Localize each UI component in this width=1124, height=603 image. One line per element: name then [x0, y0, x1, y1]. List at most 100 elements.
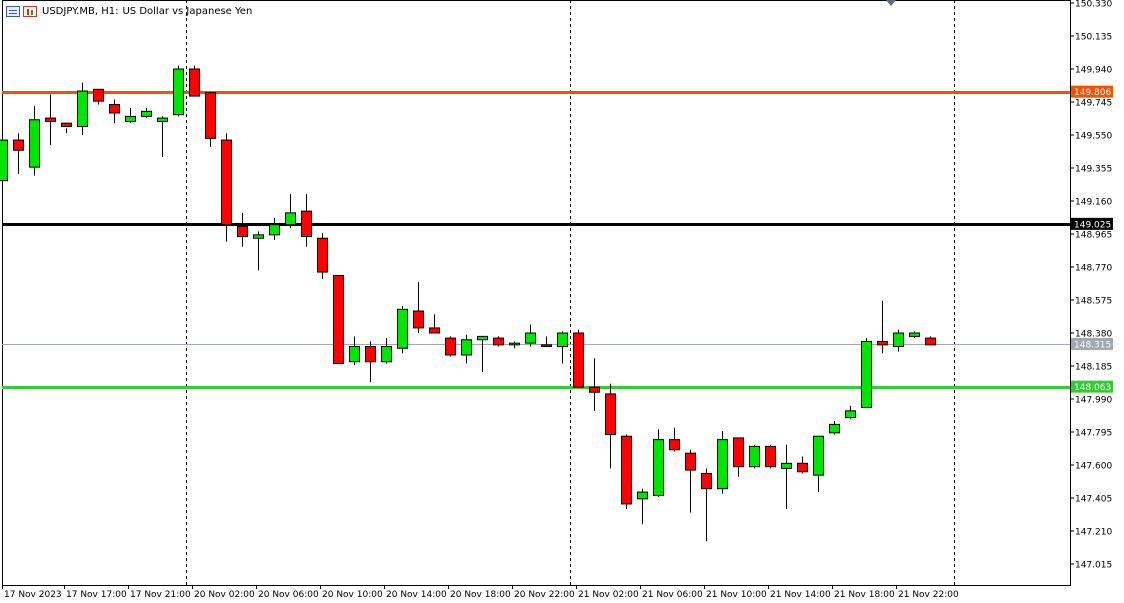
price-tick-label: 147.795	[1075, 429, 1112, 439]
candle	[573, 332, 584, 388]
pivot-line-label-box	[1071, 217, 1113, 230]
time-tick-label: 17 Nov 21:00	[130, 590, 191, 600]
candle	[637, 491, 648, 500]
time-tick-label: 21 Nov 18:00	[834, 590, 895, 600]
candle	[605, 393, 616, 436]
candle	[701, 472, 712, 490]
price-tick-label: 148.185	[1075, 363, 1112, 373]
price-tick-label: 148.575	[1075, 297, 1112, 307]
candle	[541, 344, 552, 348]
candle	[109, 104, 120, 114]
chart-header: USDJPY.MB, H1: US Dollar vs Japanese Yen	[6, 4, 252, 18]
candle	[173, 68, 184, 116]
one-click-trading-icon[interactable]	[6, 5, 20, 17]
candle	[93, 88, 104, 102]
price-tick-label: 148.380	[1075, 330, 1112, 340]
time-tick-label: 21 Nov 06:00	[642, 590, 703, 600]
candle	[493, 337, 504, 346]
candle	[893, 332, 904, 348]
plot-area	[2, 0, 1071, 586]
candle	[797, 462, 808, 473]
time-tick-label: 17 Nov 2023	[4, 590, 62, 600]
candle	[269, 224, 280, 236]
candle	[205, 92, 216, 139]
candle	[29, 119, 40, 168]
candle	[925, 337, 936, 346]
time-tick-label: 20 Nov 14:00	[386, 590, 447, 600]
time-tick-label: 21 Nov 14:00	[770, 590, 831, 600]
candle-partial	[0, 139, 8, 182]
candle	[877, 340, 888, 346]
price-tick-label: 150.135	[1075, 33, 1112, 43]
candle	[621, 435, 632, 505]
price-tick-label: 147.405	[1075, 495, 1112, 505]
candle	[221, 139, 232, 226]
chart-shift-icon	[886, 0, 896, 6]
price-tick-label: 149.745	[1075, 99, 1112, 109]
candle	[669, 439, 680, 451]
price-tick-label: 147.210	[1075, 528, 1112, 538]
price-tick-label: 147.990	[1075, 396, 1112, 406]
candle	[557, 332, 568, 348]
candle	[509, 342, 520, 346]
candle	[13, 139, 24, 151]
price-tick-label: 148.770	[1075, 264, 1112, 274]
candle	[125, 115, 136, 122]
candle	[749, 445, 760, 468]
candle	[733, 437, 744, 468]
candle	[189, 68, 200, 97]
candle	[349, 346, 360, 363]
time-tick-label: 20 Nov 02:00	[194, 590, 255, 600]
time-tick-label: 21 Nov 10:00	[706, 590, 767, 600]
current-price-line-label: 148.315	[1074, 341, 1111, 351]
price-tick-label: 148.965	[1075, 231, 1112, 241]
chart-settings-icon[interactable]	[23, 5, 37, 17]
price-tick-label: 149.940	[1075, 66, 1112, 76]
candle	[317, 237, 328, 273]
candle	[685, 452, 696, 471]
candle	[909, 332, 920, 337]
time-tick-label: 21 Nov 22:00	[898, 590, 959, 600]
pivot-line-label: 149.025	[1074, 220, 1111, 230]
time-tick-label: 20 Nov 22:00	[514, 590, 575, 600]
price-tick-label: 150.330	[1075, 0, 1112, 10]
resistance-line-label-box	[1071, 85, 1113, 98]
candle	[861, 340, 872, 408]
time-tick-label: 20 Nov 18:00	[450, 590, 511, 600]
time-tick-label: 20 Nov 06:00	[258, 590, 319, 600]
price-tick-label: 149.160	[1075, 198, 1112, 208]
candle	[413, 310, 424, 329]
candle	[813, 435, 824, 476]
time-tick-label: 17 Nov 17:00	[66, 590, 127, 600]
candle	[429, 327, 440, 334]
candle	[365, 346, 376, 363]
candle	[253, 234, 264, 239]
candle	[45, 117, 56, 122]
candle	[525, 332, 536, 344]
candle	[845, 410, 856, 419]
candle	[653, 439, 664, 496]
symbol-description: US Dollar vs Japanese Yen	[122, 5, 253, 17]
time-tick-label: 21 Nov 02:00	[578, 590, 639, 600]
candle	[157, 117, 168, 122]
candle	[765, 445, 776, 468]
price-tick-label: 147.015	[1075, 561, 1112, 571]
candle	[61, 122, 72, 128]
candle	[589, 386, 600, 393]
candle	[237, 225, 248, 238]
candle	[333, 274, 344, 364]
candle	[141, 110, 152, 117]
price-tick-label: 149.355	[1075, 165, 1112, 175]
support-line-label: 148.063	[1074, 383, 1111, 393]
candle	[285, 212, 296, 226]
candle	[717, 439, 728, 490]
support-line-label-box	[1071, 380, 1113, 393]
candle	[77, 90, 88, 128]
candle	[381, 346, 392, 363]
resistance-line-label: 149.806	[1074, 88, 1111, 98]
candle	[397, 308, 408, 349]
current-price-line-label-box	[1071, 338, 1113, 350]
time-tick-label: 20 Nov 10:00	[322, 590, 383, 600]
candle	[301, 210, 312, 238]
